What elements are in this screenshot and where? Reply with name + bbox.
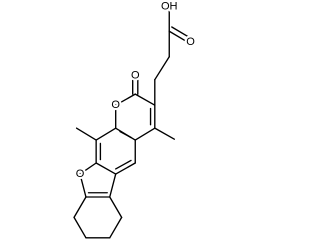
bond	[79, 173, 87, 198]
atom-label: O	[111, 99, 120, 111]
bond	[115, 162, 136, 175]
bond	[154, 56, 170, 81]
atom-label: O	[186, 36, 195, 48]
structure-diagram: OH O O O O	[73, 0, 197, 239]
bond	[95, 162, 117, 175]
bond	[168, 30, 189, 43]
bond	[119, 130, 132, 139]
atom-label: O	[76, 168, 85, 180]
bond	[115, 159, 132, 170]
bond	[109, 173, 117, 198]
bond	[73, 196, 87, 219]
molecule: OH O O O O	[73, 0, 197, 239]
bond	[75, 127, 97, 141]
bond	[73, 216, 87, 239]
bond	[171, 26, 192, 39]
bond	[154, 127, 176, 140]
bonds	[73, 7, 192, 239]
atom-label: O	[131, 69, 140, 81]
bond	[134, 93, 156, 106]
bond	[109, 216, 123, 239]
bond	[134, 127, 156, 141]
atom-label: OH	[161, 1, 178, 13]
bond	[79, 162, 97, 175]
bond	[95, 127, 117, 141]
bond	[115, 93, 136, 106]
bond	[109, 196, 123, 219]
